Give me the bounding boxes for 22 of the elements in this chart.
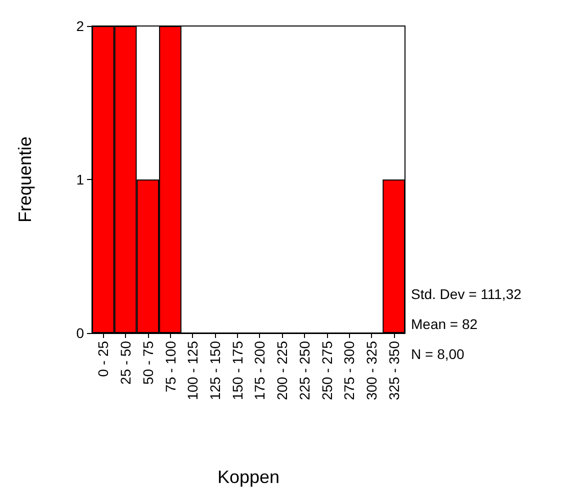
text: N = 8,00 bbox=[411, 346, 465, 362]
x-tick-label: 225 - 250 bbox=[296, 340, 312, 400]
x-tick-label: 175 - 200 bbox=[252, 340, 268, 400]
x-tick-label: 100 - 125 bbox=[184, 340, 201, 400]
x-tick-label: 250 - 275 bbox=[318, 340, 335, 400]
text: Mean = 82 bbox=[411, 316, 478, 332]
y-tick-label: 1 bbox=[76, 172, 84, 188]
y-tick-label: 0 bbox=[76, 325, 84, 341]
x-tick-label: 300 - 325 bbox=[363, 340, 380, 400]
x-tick-label: 150 - 175 bbox=[229, 340, 246, 400]
x-tick-label: 325 - 350 bbox=[386, 340, 402, 400]
x-axis-title: Koppen bbox=[217, 467, 280, 487]
x-tick-label: 50 - 75 bbox=[140, 340, 156, 385]
x-tick-label: 25 - 50 bbox=[118, 340, 134, 385]
x-tick-label: 200 - 225 bbox=[274, 340, 290, 400]
y-axis-title: Frequentie bbox=[15, 136, 35, 223]
x-tick-label: 0 - 25 bbox=[95, 340, 112, 377]
x-tick-label: 75 - 100 bbox=[162, 340, 178, 392]
y-tick-label: 2 bbox=[76, 18, 84, 34]
text: Std. Dev = 111,32 bbox=[411, 286, 522, 302]
x-tick-label: 125 - 150 bbox=[206, 340, 223, 400]
x-tick-label: 275 - 300 bbox=[341, 340, 358, 400]
